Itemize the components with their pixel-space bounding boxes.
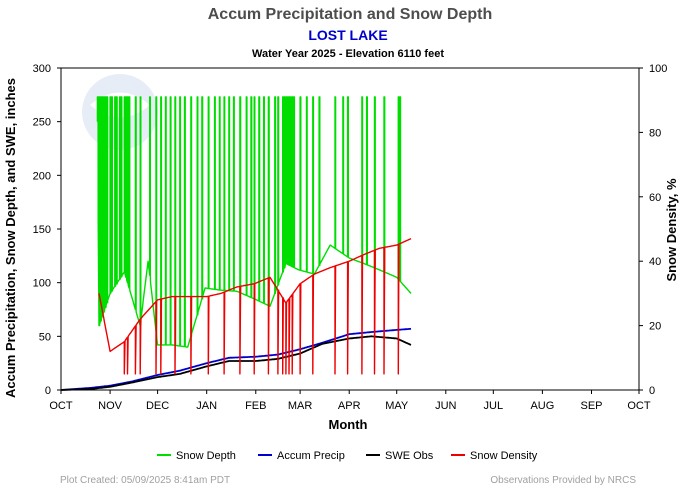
y-left-tick-label: 200 <box>33 170 51 182</box>
y-right-tick-label: 0 <box>649 385 655 397</box>
legend-label-swe-obs: SWE Obs <box>385 450 434 462</box>
observations-credit: Observations Provided by NRCS <box>490 475 636 486</box>
x-tick-label: SEP <box>580 400 602 412</box>
x-tick-label: OCT <box>627 400 651 412</box>
legend-label-snow-density: Snow Density <box>470 450 538 462</box>
y-left-tick-label: 0 <box>45 385 51 397</box>
x-tick-label: NOV <box>98 400 123 412</box>
series-line-snow-density <box>98 238 412 375</box>
x-tick-label: AUG <box>530 400 554 412</box>
chart-title: Accum Precipitation and Snow Depth <box>208 6 492 23</box>
y-axis-left-label: Accum Precipitation, Snow Depth, and SWE… <box>3 78 18 398</box>
y-right-tick-label: 80 <box>649 127 661 139</box>
series-line-snow-depth <box>96 96 412 348</box>
plot-area <box>60 67 640 391</box>
x-axis: OCT NOV DEC JAN FEB MAR APR MAY JUN JUL AUG SEP OCT <box>49 390 651 412</box>
y-axis-left: 0 50 100 150 200 250 300 <box>33 63 61 397</box>
y-right-tick-label: 100 <box>649 63 667 75</box>
x-tick-label: JUN <box>435 400 456 412</box>
y-left-tick-label: 150 <box>33 224 51 236</box>
x-tick-label: MAR <box>288 400 313 412</box>
series-line-accum-precip <box>60 327 412 391</box>
series-layer <box>60 96 412 391</box>
y-left-tick-label: 300 <box>33 63 51 75</box>
x-tick-label: APR <box>338 400 361 412</box>
y-left-tick-label: 50 <box>39 331 51 343</box>
x-tick-label: FEB <box>245 400 266 412</box>
y-right-tick-label: 60 <box>649 192 661 204</box>
plot-created-note: Plot Created: 05/09/2025 8:41am PDT <box>60 475 230 486</box>
y-axis-right: 0 20 40 60 80 100 <box>639 63 667 397</box>
legend: Snow Depth Accum Precip SWE Obs Snow Densit… <box>157 450 538 462</box>
y-axis-right-label: Snow Density, % <box>664 178 679 281</box>
y-right-tick-label: 40 <box>649 256 661 268</box>
y-left-tick-label: 250 <box>33 117 51 129</box>
x-tick-label: JUL <box>484 400 504 412</box>
legend-label-snow-depth: Snow Depth <box>176 450 236 462</box>
chart-subtitle-2: Water Year 2025 - Elevation 6110 feet <box>252 48 444 60</box>
x-tick-label: OCT <box>49 400 73 412</box>
x-tick-label: MAY <box>385 400 409 412</box>
series-line-swe-obs <box>60 335 412 391</box>
chart-subtitle: LOST LAKE <box>308 27 387 43</box>
legend-label-accum-precip: Accum Precip <box>277 450 345 462</box>
x-tick-label: DEC <box>146 400 169 412</box>
y-right-tick-label: 20 <box>649 321 661 333</box>
y-left-tick-label: 100 <box>33 278 51 290</box>
x-axis-label: Month <box>329 417 368 432</box>
x-tick-label: JAN <box>196 400 217 412</box>
